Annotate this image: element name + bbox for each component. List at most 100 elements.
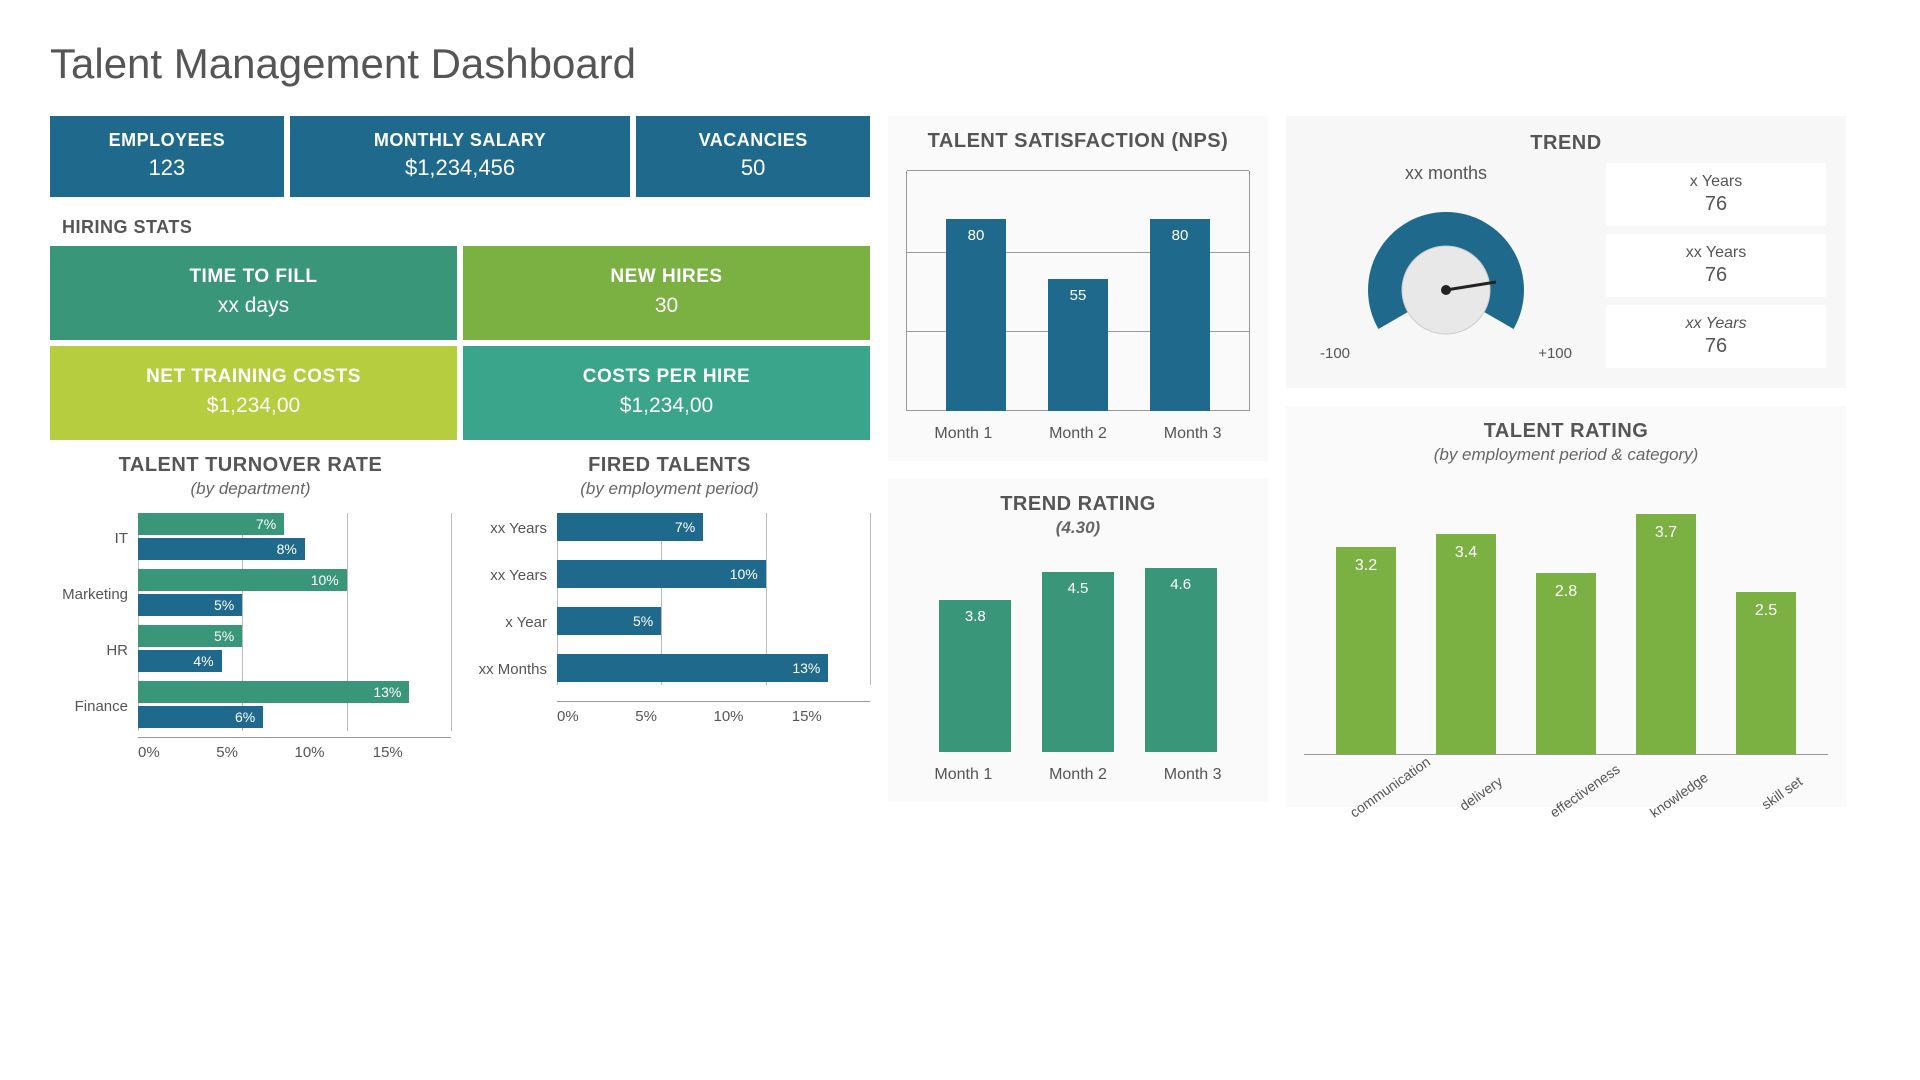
rating-labels: communicationdeliveryeffectivenessknowle… bbox=[1304, 773, 1828, 789]
axis-tick: 5% bbox=[635, 708, 713, 725]
axis-tick: 0% bbox=[138, 744, 216, 761]
right-column: TREND xx months -100 +100 x Years bbox=[1286, 116, 1846, 807]
metrics-row: EMPLOYEES 123 MONTHLY SALARY $1,234,456 VA… bbox=[50, 116, 870, 197]
gauge-subtitle: xx months bbox=[1306, 163, 1586, 184]
hiring-stats-title: HIRING STATS bbox=[50, 209, 870, 246]
vbar-label: Month 3 bbox=[1164, 766, 1222, 784]
metric-label: MONTHLY SALARY bbox=[300, 130, 621, 151]
metric-value: $1,234,456 bbox=[300, 155, 621, 181]
turnover-axis: 0%5%10%15% bbox=[138, 737, 451, 761]
rating-label: effectiveness bbox=[1547, 773, 1605, 821]
hiring-value: xx days bbox=[60, 294, 447, 318]
trend-item-label: xx Years bbox=[1620, 315, 1812, 333]
trend-item-value: 76 bbox=[1620, 335, 1812, 358]
hbar-category: HR bbox=[50, 642, 138, 659]
hbar-row: Marketing10% 5% bbox=[50, 569, 451, 619]
axis-tick: 5% bbox=[216, 744, 294, 761]
hbar-fill: 10% bbox=[138, 569, 347, 591]
rating-label: knowledge bbox=[1647, 773, 1705, 821]
hbar-row: xx Months 13% bbox=[469, 654, 870, 685]
hiring-grid: TIME TO FILL xx daysNEW HIRES 30NET TRAI… bbox=[50, 246, 870, 440]
hbar-category: Finance bbox=[50, 698, 138, 715]
hbar-fill: 7% bbox=[557, 513, 703, 541]
vbar-label: Month 2 bbox=[1049, 425, 1107, 443]
hbar-category: xx Months bbox=[469, 661, 557, 678]
trend-list-item: xx Years 76 bbox=[1606, 305, 1826, 368]
rating-subtitle: (by employment period & category) bbox=[1304, 445, 1828, 465]
hbar-fill: 13% bbox=[557, 654, 828, 682]
axis-tick: 10% bbox=[295, 744, 373, 761]
hbar-category: IT bbox=[50, 530, 138, 547]
fired-subtitle: (by employment period) bbox=[469, 479, 870, 499]
metric-value: 50 bbox=[646, 155, 860, 181]
hbar-category: xx Years bbox=[469, 520, 557, 537]
vbar: 4.6 bbox=[1145, 568, 1217, 752]
trend-rating-chart: 3.8 4.5 4.6 bbox=[906, 552, 1250, 752]
metric-card: VACANCIES 50 bbox=[636, 116, 870, 197]
trend-item-label: x Years bbox=[1620, 173, 1812, 191]
vbar-label: Month 3 bbox=[1164, 425, 1222, 443]
hiring-card: COSTS PER HIRE $1,234,00 bbox=[463, 346, 870, 440]
page-title: Talent Management Dashboard bbox=[50, 40, 1870, 88]
vbar: 3.8 bbox=[939, 600, 1011, 752]
rating-bar: 3.2 bbox=[1336, 547, 1396, 754]
hiring-value: $1,234,00 bbox=[473, 394, 860, 418]
fired-chart: xx Years 7%xx Years 10%x Year 5%xx Month… bbox=[469, 513, 870, 685]
metric-label: VACANCIES bbox=[646, 130, 860, 151]
vbar-label: Month 1 bbox=[934, 425, 992, 443]
gauge-min-label: -100 bbox=[1320, 345, 1350, 362]
hiring-label: NEW HIRES bbox=[473, 266, 860, 288]
trend-list-item: xx Years 76 bbox=[1606, 234, 1826, 297]
trend-rating-title: TREND RATING bbox=[906, 493, 1250, 516]
hiring-card: TIME TO FILL xx days bbox=[50, 246, 457, 340]
vbar-label: Month 2 bbox=[1049, 766, 1107, 784]
left-column: EMPLOYEES 123 MONTHLY SALARY $1,234,456 VA… bbox=[50, 116, 870, 807]
vbar: 4.5 bbox=[1042, 572, 1114, 752]
trend-list-item: x Years 76 bbox=[1606, 163, 1826, 226]
rating-bar: 2.5 bbox=[1736, 592, 1796, 754]
trend-rating-panel: TREND RATING (4.30) 3.84.54.6 Month 1Mon… bbox=[888, 479, 1268, 802]
hbar-fill: 13% bbox=[138, 681, 409, 703]
hbar-row: x Year 5% bbox=[469, 607, 870, 638]
hiring-label: TIME TO FILL bbox=[60, 266, 447, 288]
rating-label: delivery bbox=[1447, 773, 1505, 821]
hbar-row: Finance13%6% bbox=[50, 681, 451, 731]
hiring-value: 30 bbox=[473, 294, 860, 318]
trend-rating-subtitle: (4.30) bbox=[906, 518, 1250, 538]
axis-tick: 15% bbox=[373, 744, 451, 761]
turnover-title: TALENT TURNOVER RATE bbox=[50, 454, 451, 477]
hbar-row: xx Years 10% bbox=[469, 560, 870, 591]
hiring-label: COSTS PER HIRE bbox=[473, 366, 860, 388]
metric-card: EMPLOYEES 123 bbox=[50, 116, 284, 197]
rating-bar: 2.8 bbox=[1536, 573, 1596, 754]
hbar-fill: 5% bbox=[138, 594, 242, 616]
dashboard-grid: EMPLOYEES 123 MONTHLY SALARY $1,234,456 VA… bbox=[50, 116, 1870, 825]
vbar: 80 bbox=[1150, 219, 1210, 411]
hbar-fill: 5% bbox=[138, 625, 242, 647]
fired-title: FIRED TALENTS bbox=[469, 454, 870, 477]
vbar: 80 bbox=[946, 219, 1006, 411]
axis-tick: 0% bbox=[557, 708, 635, 725]
gauge-max-label: +100 bbox=[1538, 345, 1572, 362]
hiring-card: NEW HIRES 30 bbox=[463, 246, 870, 340]
trend-item-value: 76 bbox=[1620, 193, 1812, 216]
nps-chart: 80 55 80 bbox=[906, 171, 1250, 411]
vbar: 55 bbox=[1048, 279, 1108, 411]
nps-labels: Month 1 Month 2 Month 3 bbox=[906, 425, 1250, 443]
hiring-card: NET TRAINING COSTS $1,234,00 bbox=[50, 346, 457, 440]
hbar-category: Marketing bbox=[50, 586, 138, 603]
rating-label: skill set bbox=[1747, 773, 1805, 821]
hbar-category: x Year bbox=[469, 614, 557, 631]
gauge-box: xx months -100 +100 bbox=[1306, 163, 1586, 368]
hbar-fill: 10% bbox=[557, 560, 766, 588]
nps-title: TALENT SATISFACTION (NPS) bbox=[906, 130, 1250, 153]
turnover-panel: TALENT TURNOVER RATE (by department) IT7… bbox=[50, 454, 451, 761]
rating-label: communication bbox=[1347, 773, 1405, 821]
hbar-row: xx Years 7% bbox=[469, 513, 870, 544]
trend-item-value: 76 bbox=[1620, 264, 1812, 287]
hbar-category: xx Years bbox=[469, 567, 557, 584]
trend-panel: TREND xx months -100 +100 x Years bbox=[1286, 116, 1846, 388]
fired-axis: 0%5%10%15% bbox=[557, 701, 870, 725]
hbar-row: HR5%4% bbox=[50, 625, 451, 675]
rating-chart: 3.23.42.83.72.5 bbox=[1304, 495, 1828, 755]
